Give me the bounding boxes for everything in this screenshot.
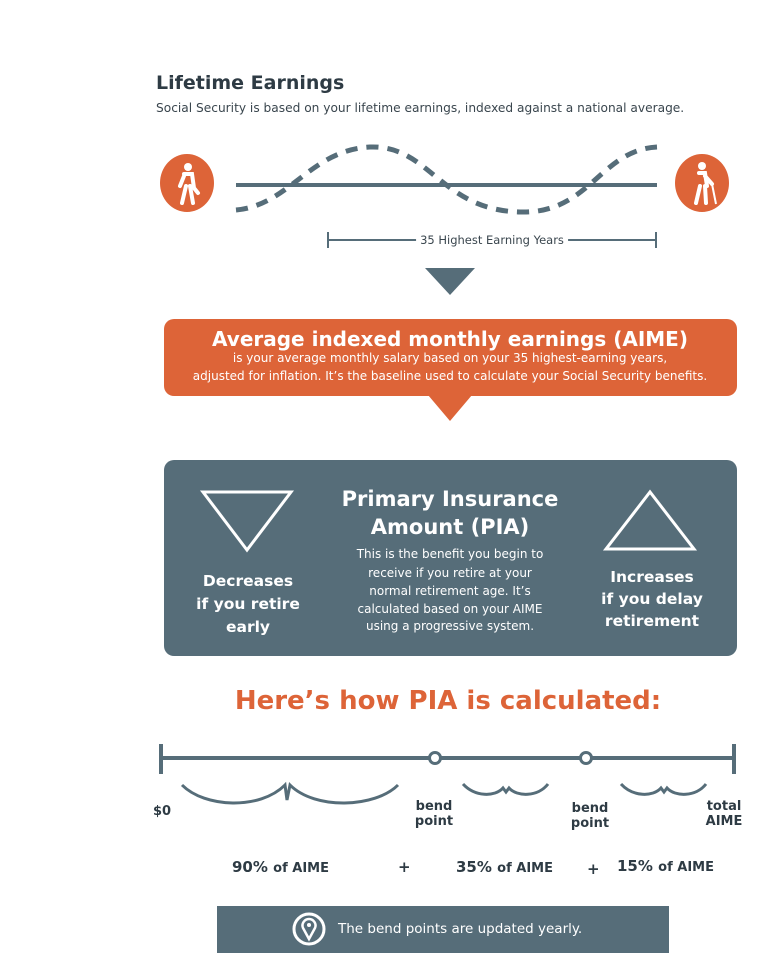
bend-label-line: point: [570, 816, 610, 831]
bend-point-label: bend point: [571, 801, 609, 831]
bend-point-marker: [579, 751, 593, 765]
plus-sign: +: [587, 860, 600, 878]
pia-body-line: using a progressive system.: [365, 619, 535, 633]
tier-of: of AIME: [658, 860, 714, 875]
increases-label: if you delay: [601, 590, 703, 608]
decreases-label: early: [225, 618, 271, 636]
tier-of: of AIME: [497, 861, 553, 876]
tier-of: of AIME: [273, 861, 329, 876]
decreases-label: Decreases: [202, 572, 294, 590]
aime-box: [164, 319, 737, 396]
tier-2-label: 35% of AIME: [456, 858, 553, 876]
bend-points-note: The bend points are updated yearly.: [338, 921, 583, 937]
pia-body-line: This is the benefit you begin to: [356, 547, 544, 561]
pia-title: Primary Insurance: [341, 487, 559, 511]
increases-label: retirement: [604, 612, 700, 630]
pia-title: Amount (PIA): [370, 515, 530, 539]
total-aime-label: total AIME: [706, 799, 743, 829]
brace-tier-1: [180, 781, 400, 805]
pia-box: [164, 460, 737, 656]
bend-label-line: bend: [415, 799, 453, 814]
bend-point-marker: [428, 751, 442, 765]
brace-tier-3: [619, 782, 708, 796]
decrease-triangle-icon: [199, 490, 295, 553]
bend-label-line: point: [414, 814, 454, 829]
tier-1-label: 90% of AIME: [232, 858, 329, 876]
bend-label-line: bend: [571, 801, 609, 816]
plus-sign: +: [398, 858, 411, 876]
earnings-wave: [235, 144, 658, 215]
pia-body-line: calculated based on your AIME: [357, 602, 543, 616]
tier-percent: 35%: [456, 858, 492, 876]
bend-point-label: bend point: [415, 799, 453, 829]
pia-body-line: normal retirement age. It’s: [369, 584, 531, 598]
tier-percent: 15%: [617, 857, 653, 875]
elderly-person-with-cane-icon: [675, 154, 729, 212]
start-label: $0: [153, 804, 172, 819]
aime-description-line: adjusted for inflation. It’s the baselin…: [192, 369, 708, 383]
end-label-line: AIME: [705, 814, 743, 829]
location-pin-icon: [217, 906, 669, 953]
down-arrow-icon: [425, 268, 475, 295]
decreases-label: if you retire: [196, 595, 300, 613]
section-subtitle: Social Security is based on your lifetim…: [156, 101, 685, 115]
calculation-heading: Here’s how PIA is calculated:: [234, 686, 662, 716]
walking-person-icon: [160, 154, 214, 212]
increases-label: Increases: [610, 568, 694, 586]
section-title: Lifetime Earnings: [156, 72, 345, 94]
tier-percent: 90%: [232, 858, 268, 876]
pia-timeline: [159, 744, 736, 774]
increase-triangle-icon: [602, 489, 698, 551]
aime-description-line: is your average monthly salary based on …: [232, 351, 668, 365]
brace-tier-2: [461, 782, 550, 796]
aime-pointer: [428, 395, 472, 421]
end-label-line: total: [706, 799, 742, 814]
pia-body-line: receive if you retire at your: [368, 566, 532, 580]
tier-3-label: 15% of AIME: [617, 857, 714, 875]
range-label: 35 Highest Earning Years: [416, 233, 568, 247]
aime-title: Average indexed monthly earnings (AIME): [212, 327, 688, 351]
